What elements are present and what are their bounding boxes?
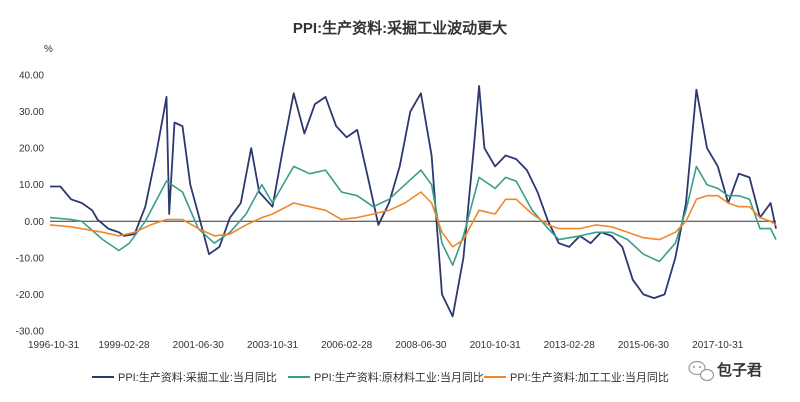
legend-item-1: PPI:生产资料:采掘工业:当月同比 [92,370,277,384]
chart-legend: PPI:生产资料:采掘工业:当月同比 PPI:生产资料:原材料工业:当月同比 PPI… [92,370,669,384]
watermark-text: 包子君 [717,361,762,379]
y-tick-label: 40.00 [19,71,44,82]
x-tick-label: 2010-10-31 [470,340,522,351]
watermark: 包子君 [688,360,762,382]
x-tick-label: 2001-06-30 [173,340,225,351]
y-axis-unit: % [44,44,53,55]
series-lines [49,85,777,318]
y-tick-label: -10.00 [16,253,45,264]
y-tick-label: -20.00 [16,290,45,301]
y-tick-label: 30.00 [19,107,44,118]
y-tick-label: 10.00 [19,180,44,191]
series-line-2 [49,165,777,266]
wechat-icon [688,360,715,382]
y-tick-label: 20.00 [19,144,44,155]
x-axis: 1996-10-31 1999-02-28 2001-06-30 2003-10-31… [28,220,776,351]
legend-label: PPI:生产资料:采掘工业:当月同比 [118,370,277,384]
x-tick-label: 1996-10-31 [28,340,80,351]
series-line-1 [50,85,777,318]
x-tick-label: 2008-06-30 [395,340,447,351]
x-tick-label: 1999-02-28 [98,340,150,351]
x-tick-label: 2017-10-31 [692,340,744,351]
series-line-3 [49,191,777,248]
legend-item-3: PPI:生产资料:加工工业:当月同比 [484,370,669,384]
legend-label: PPI:生产资料:加工工业:当月同比 [510,370,669,384]
y-tick-label: 0.00 [25,217,45,228]
x-tick-label: 2006-02-28 [321,340,373,351]
legend-label: PPI:生产资料:原材料工业:当月同比 [314,370,484,384]
y-tick-label: -30.00 [16,327,45,338]
chart-title: PPI:生产资料:采掘工业波动更大 [293,19,507,37]
x-tick-label: 2003-10-31 [247,340,299,351]
x-tick-label: 2013-02-28 [544,340,596,351]
y-axis: -30.00 -20.00 -10.00 0.00 10.00 20.00 30.00 40.… [16,71,45,338]
x-tick-label: 2015-06-30 [618,340,670,351]
legend-item-2: PPI:生产资料:原材料工业:当月同比 [288,370,484,384]
